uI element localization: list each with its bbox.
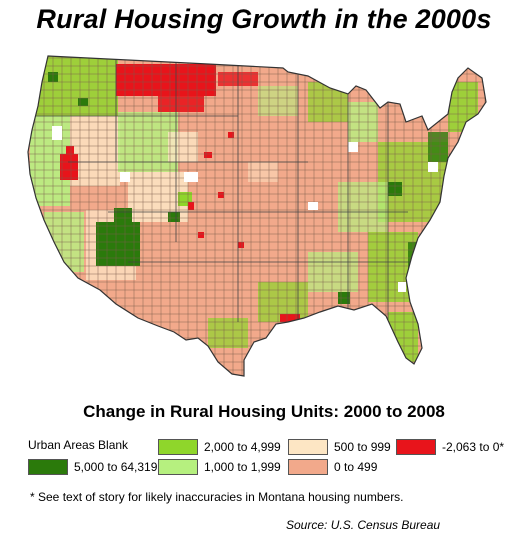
legend-title: Change in Rural Housing Units: 2000 to 2… — [83, 402, 445, 421]
legend-swatch — [288, 459, 328, 475]
legend-swatch — [28, 459, 68, 475]
source-credit: Source: U.S. Census Bureau — [286, 518, 441, 532]
legend-swatch — [158, 459, 198, 475]
legend-item-2000-4999: 2,000 to 4,999 — [158, 438, 281, 456]
legend-label: 0 to 499 — [334, 460, 378, 474]
legend-item-negative: -2,063 to 0* — [396, 438, 504, 456]
legend-label: -2,063 to 0* — [442, 440, 505, 454]
legend-item-500-999: 500 to 999 — [288, 438, 391, 456]
legend-label: 500 to 999 — [334, 440, 391, 454]
legend-swatch — [158, 439, 198, 455]
state-borders — [28, 56, 418, 342]
legend-swatch — [396, 439, 436, 455]
map-svg — [27, 55, 487, 377]
legend-swatch — [288, 439, 328, 455]
footnote: * See text of story for likely inaccurac… — [30, 490, 404, 504]
page-title: Rural Housing Growth in the 2000s — [36, 4, 492, 34]
legend-item-0-499: 0 to 499 — [288, 458, 377, 476]
legend-label: 5,000 to 64,319 — [74, 460, 158, 474]
us-county-map — [8, 42, 520, 382]
legend-label: 1,000 to 1,999 — [204, 460, 281, 474]
urban-areas-note: Urban Areas Blank — [28, 438, 129, 452]
legend-item-1000-1999: 1,000 to 1,999 — [158, 458, 281, 476]
legend-label: 2,000 to 4,999 — [204, 440, 281, 454]
legend-item-5000-64319: 5,000 to 64,319 — [28, 458, 157, 476]
